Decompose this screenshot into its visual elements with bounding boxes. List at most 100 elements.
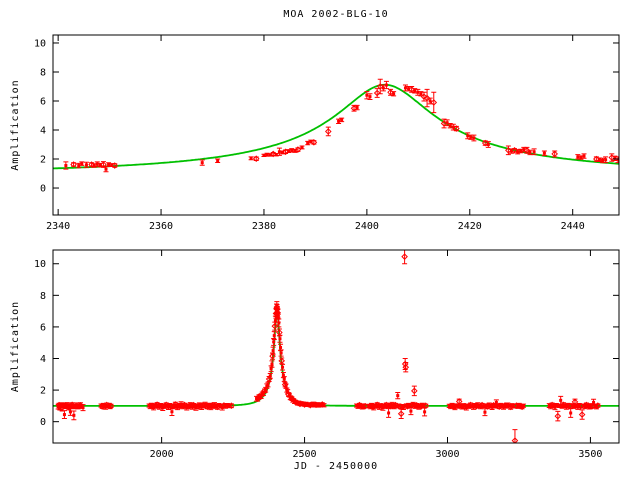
error-bar (456, 398, 462, 405)
data-point-square (73, 404, 77, 408)
data-point-square (381, 86, 385, 90)
x-tick-label: 2000 (150, 449, 174, 460)
y-tick-label: 4 (40, 354, 46, 365)
error-bar (402, 250, 408, 265)
data-point-square (592, 400, 596, 404)
data-point-diamond (420, 93, 428, 100)
data-point-square (340, 118, 344, 122)
axis-frame (52, 34, 620, 216)
x-tick-label: 2400 (355, 221, 379, 232)
data-point-square (613, 156, 617, 160)
data-point-square (384, 83, 388, 87)
data-point-square (249, 156, 253, 160)
data-point-diamond (269, 352, 276, 360)
data-point-square (200, 161, 204, 165)
data-point-diamond (608, 154, 616, 161)
error-bar (512, 429, 518, 443)
error-bar (311, 140, 317, 145)
data-point-square (516, 150, 520, 154)
y-tick-label: 10 (34, 259, 46, 270)
data-point-diamond (453, 125, 460, 132)
data-point-square (413, 89, 417, 93)
axis-frame (52, 249, 620, 444)
data-point-square (616, 158, 619, 162)
error-bar (377, 78, 383, 95)
x-tick-label: 2420 (458, 221, 482, 232)
data-point-square (532, 150, 536, 154)
data-point-square (403, 86, 407, 90)
data-point-square (559, 398, 563, 402)
x-tick-label: 2380 (252, 221, 276, 232)
data-point-square (472, 136, 476, 140)
error-bar (398, 408, 404, 420)
data-layer (53, 250, 619, 443)
data-point-square (597, 158, 601, 162)
data-point-square (287, 149, 291, 153)
x-tick-label: 2500 (293, 449, 317, 460)
data-point-square (271, 349, 275, 353)
data-point-square (68, 410, 72, 414)
data-point-diamond (310, 139, 318, 146)
data-point-square (272, 334, 276, 338)
data-point-square (272, 340, 276, 344)
data-point-square (279, 351, 283, 355)
data-point-diamond (411, 387, 418, 395)
data-point-square (542, 151, 546, 155)
data-point-square (381, 406, 385, 410)
data-point-diamond (70, 161, 77, 168)
data-point-square (493, 404, 497, 408)
data-point-diamond (107, 402, 115, 410)
data-point-square (300, 145, 304, 149)
data-point-square (152, 405, 156, 409)
data-point-square (451, 125, 455, 129)
data-point-square (409, 409, 413, 413)
data-point-square (401, 405, 405, 409)
data-point-square (219, 404, 223, 408)
data-point-square (268, 374, 272, 378)
y-tick-label: 10 (34, 38, 46, 49)
data-point-square (322, 403, 326, 407)
data-point-square (576, 155, 580, 159)
data-point-square (337, 119, 341, 123)
y-axis-label: Amplification (10, 301, 21, 392)
data-point-square (81, 406, 85, 410)
data-point-square (277, 321, 281, 325)
data-point-square (509, 149, 513, 153)
error-bar (253, 156, 259, 161)
data-point-square (569, 411, 573, 415)
data-point-square (161, 406, 165, 410)
data-point-square (554, 403, 558, 407)
data-point-square (281, 365, 285, 369)
data-point-diamond (397, 410, 405, 418)
error-bar (431, 91, 437, 114)
data-point-square (265, 384, 269, 388)
data-point-square (77, 404, 81, 408)
data-point-square (279, 345, 283, 349)
x-axis-label: JD - 2450000 (293, 461, 379, 472)
y-tick-label: 8 (40, 291, 46, 302)
data-point-diamond (594, 402, 602, 409)
data-point-diamond (278, 357, 285, 365)
data-point-square (395, 404, 399, 408)
data-point-square (98, 163, 102, 167)
data-point-diamond (402, 363, 410, 371)
data-point-square (419, 92, 423, 96)
data-point-square (264, 388, 268, 392)
data-point-square (557, 404, 561, 408)
data-point-square (604, 158, 608, 162)
data-point-square (512, 404, 516, 408)
data-point-square (170, 410, 174, 414)
data-point-square (445, 121, 449, 125)
y-tick-label: 4 (40, 126, 46, 137)
data-point-square (224, 404, 228, 408)
data-point-square (392, 92, 396, 96)
data-point-square (293, 149, 297, 153)
data-point-diamond (481, 139, 489, 147)
data-point-square (217, 403, 221, 407)
data-point-square (276, 311, 280, 315)
data-point-square (385, 404, 389, 408)
data-point-square (77, 164, 81, 168)
data-point-square (416, 90, 420, 94)
